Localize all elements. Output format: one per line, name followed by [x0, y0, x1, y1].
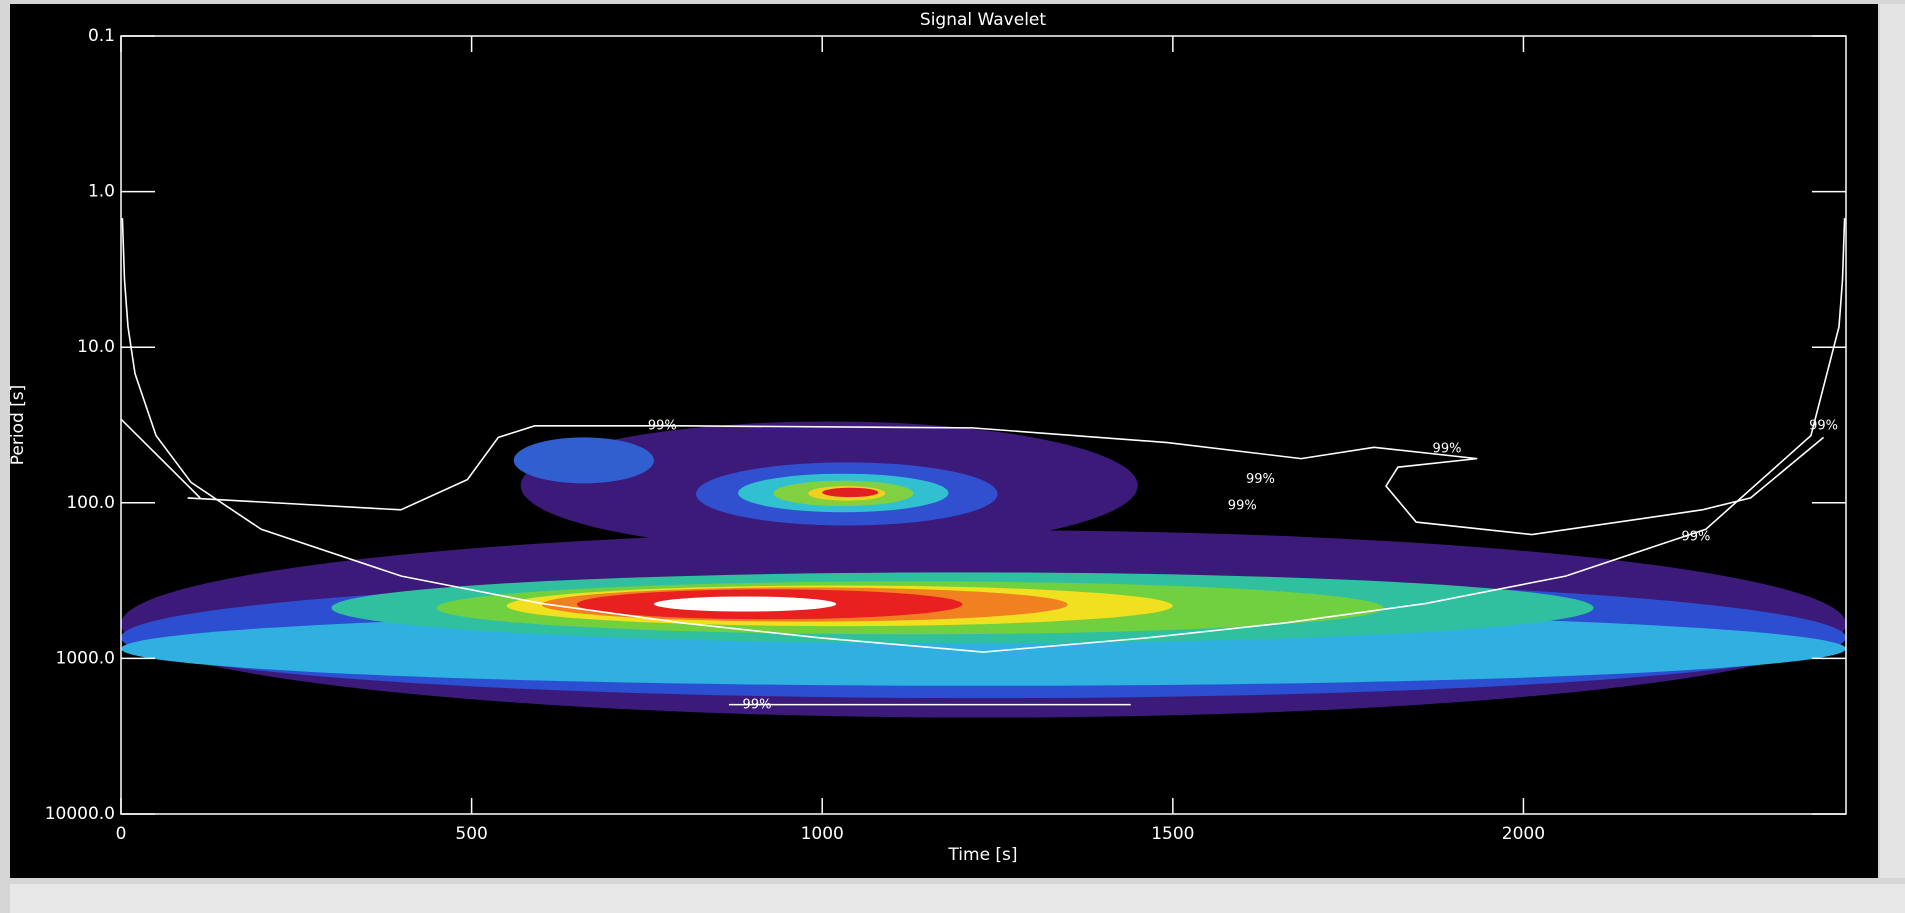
contour-label: 99%: [1809, 418, 1838, 433]
chart-title: Signal Wavelet: [920, 10, 1046, 30]
y-tick-label: 10000.0: [45, 804, 115, 824]
contour-label: 99%: [1433, 441, 1462, 456]
significance-contour: [187, 425, 1825, 536]
contour-label: 99%: [1681, 530, 1710, 545]
power-region: [822, 487, 879, 498]
y-tick-label: 1000.0: [56, 648, 115, 668]
y-tick-label: 1.0: [88, 182, 115, 202]
y-axis-label: Period [s]: [8, 385, 28, 466]
x-tick-label: 0: [116, 824, 127, 844]
significance-contour: [121, 418, 201, 499]
x-tick-label: 2000: [1502, 824, 1545, 844]
y-tick-label: 10.0: [77, 337, 115, 357]
y-tick-label: 0.1: [88, 26, 115, 46]
power-region: [513, 437, 654, 484]
x-tick-label: 500: [455, 824, 487, 844]
plot-frame: [120, 35, 1847, 815]
x-axis-label: Time [s]: [947, 845, 1017, 865]
x-tick-label: 1000: [801, 824, 844, 844]
power-region: [653, 596, 837, 612]
contour-label: 99%: [648, 418, 677, 433]
x-tick-label: 1500: [1151, 824, 1194, 844]
cone-of-influence: [121, 218, 1846, 653]
contour-label: 99%: [1228, 499, 1257, 514]
y-tick-label: 100.0: [66, 493, 115, 513]
contour-label: 99%: [743, 697, 772, 712]
plot-area: 99% 99% 99% 99% 99% 99% 99%: [121, 36, 1846, 814]
side-strip: [1880, 4, 1905, 878]
status-bar: [10, 884, 1905, 913]
contour-label: 99%: [1246, 472, 1275, 487]
